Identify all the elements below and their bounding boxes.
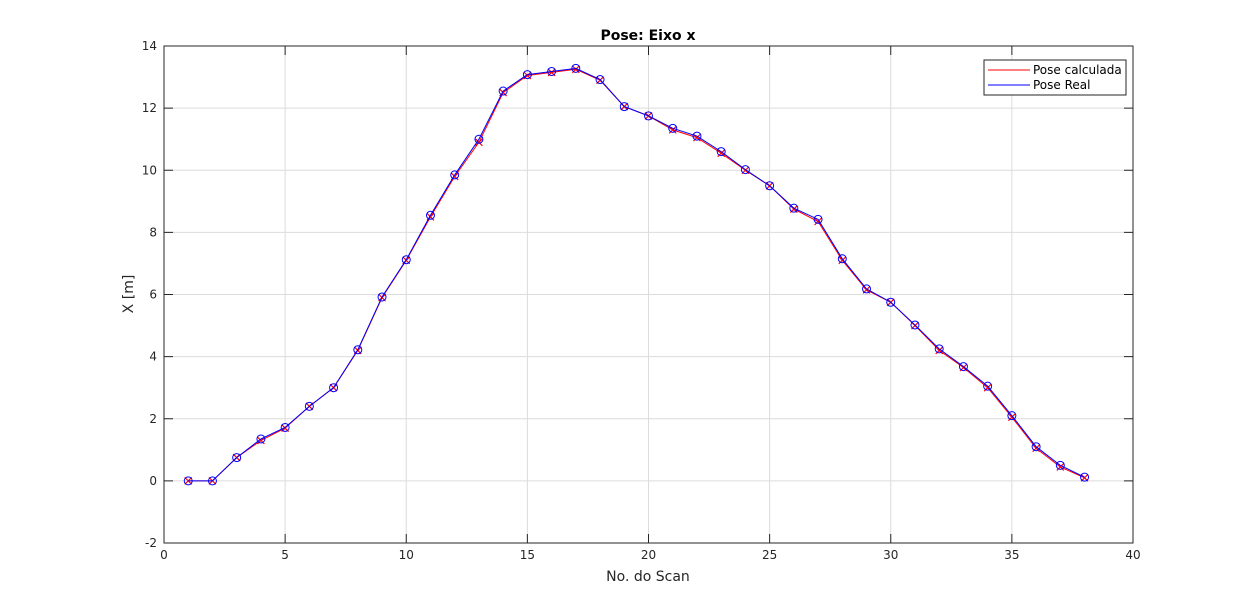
x-axis-title: No. do Scan [606,569,690,585]
data-point-pose-calculada [1007,413,1016,422]
data-point-pose-real [934,344,944,354]
legend-label-pose-calculada: Pose calculada [1033,63,1122,77]
data-point-pose-real [644,111,653,121]
data-point-pose-real [353,345,363,355]
data-point-pose-real [474,134,484,144]
data-point-pose-real [789,203,799,213]
legend-label-pose-real: Pose Real [1033,78,1090,92]
data-point-pose-real [862,284,872,294]
data-point-pose-real [571,63,581,73]
data-point-pose-real [522,70,532,80]
data-point-pose-real [207,476,217,486]
y-tick-label: 8 [149,225,157,239]
y-tick-label: 14 [142,39,157,53]
data-point-pose-real [983,381,993,391]
y-axis-title: X [m] [121,275,137,314]
data-point-pose-real [401,255,411,265]
data-point-pose-real [910,320,920,330]
data-point-pose-real [329,383,339,393]
data-point-pose-real [1080,472,1090,482]
data-point-pose-real [498,86,508,96]
x-tick-label: 10 [399,548,414,562]
data-point-pose-real [547,66,557,76]
data-point-pose-calculada [1032,444,1041,453]
data-point-pose-real [716,147,726,157]
data-point-pose-real [740,165,750,175]
data-point-pose-real [425,210,435,220]
data-point-pose-real [450,170,460,180]
y-tick-label: 0 [149,474,157,488]
x-tick-label: 35 [1004,548,1019,562]
series-line-pose-real [188,67,1085,482]
x-tick-label: 40 [1125,548,1140,562]
data-point-pose-calculada [475,138,483,147]
y-tick-label: 12 [142,101,157,115]
data-point-pose-real [958,362,968,372]
data-point-pose-real [1055,460,1065,470]
data-point-pose-real [304,401,314,411]
legend: Pose calculada Pose Real [983,59,1127,96]
data-point-pose-real [813,214,823,224]
data-point-pose-real [256,434,266,444]
data-point-pose-real [1031,442,1041,452]
data-point-pose-real [595,75,605,85]
y-tick-label: 2 [149,412,157,426]
x-tick-label: 20 [641,548,656,562]
ticks [163,45,1134,544]
data-point-pose-real [692,131,702,141]
data-point-pose-real [765,181,775,191]
data-point-pose-calculada [717,149,726,158]
series-layer [183,63,1090,486]
data-point-pose-real [837,254,847,264]
x-tick-label: 30 [883,548,898,562]
y-tick-label: 4 [149,350,157,364]
data-point-pose-real [377,292,387,302]
x-tick-label: 25 [762,548,777,562]
y-tick-label: 6 [149,288,157,302]
data-point-pose-real [668,123,678,133]
data-point-pose-real [886,297,896,307]
data-point-pose-real [280,422,290,432]
data-point-pose-real [183,476,193,486]
data-point-pose-calculada [935,346,944,355]
y-tick-label: 10 [142,163,157,177]
data-point-pose-calculada [1056,462,1065,471]
y-tick-label: -2 [145,536,157,550]
chart-title: Pose: Eixo x [600,28,695,44]
x-tick-label: 0 [160,548,168,562]
data-point-pose-calculada [983,383,992,392]
x-tick-label: 5 [281,548,289,562]
data-point-pose-real [619,102,629,112]
data-point-pose-real [232,453,242,463]
x-tick-label: 15 [520,548,535,562]
data-point-pose-calculada [838,256,847,265]
grid [164,46,1133,543]
legend-box [983,59,1127,96]
data-point-pose-real [1007,411,1017,421]
